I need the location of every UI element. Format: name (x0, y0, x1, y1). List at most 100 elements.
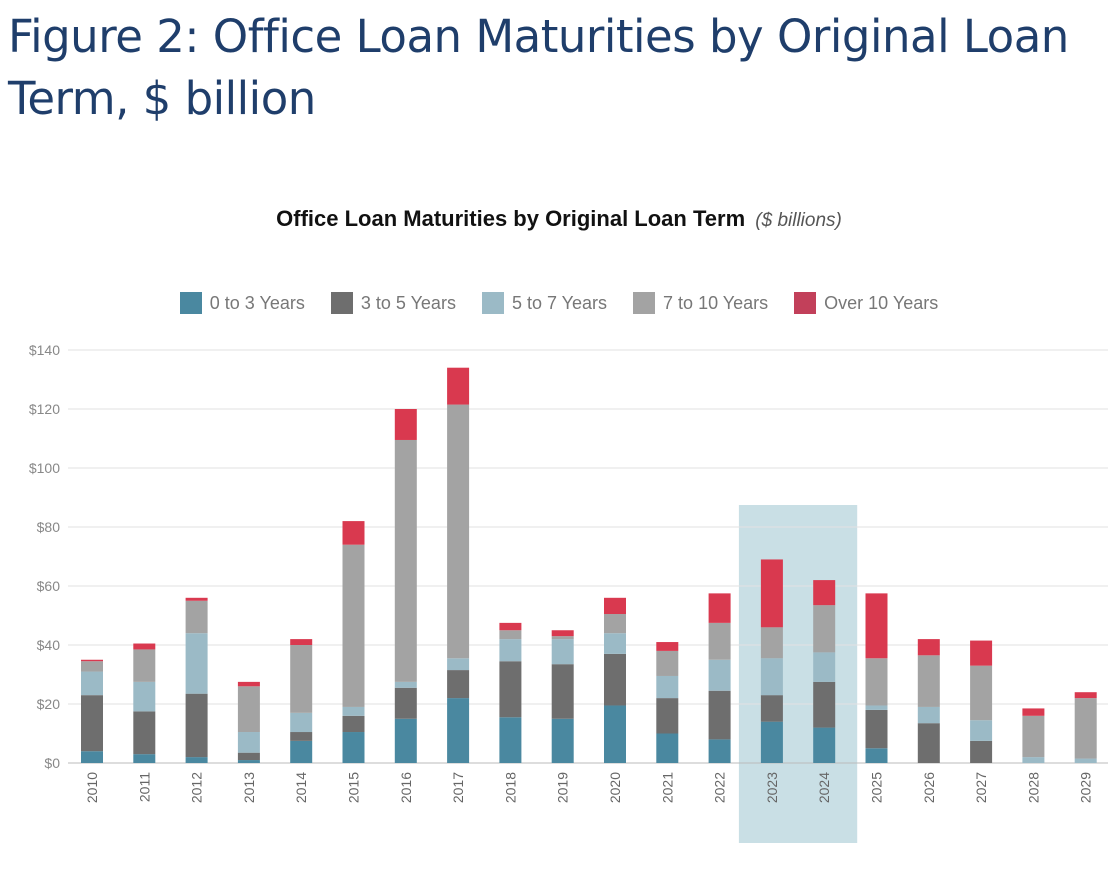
bar-segment-2014-3-to-5-years (290, 732, 313, 741)
bar-segment-2026-over-10-years (917, 639, 940, 656)
legend-item-over-10-years: Over 10 Years (794, 292, 938, 314)
legend-item-3-to-5-years: 3 to 5 Years (330, 292, 456, 314)
bar-segment-2018-3-to-5-years (499, 661, 522, 718)
bar-segment-2010-over-10-years (81, 659, 103, 662)
bar-segment-2013-7-to-10-years (237, 686, 260, 733)
legend-item-5-to-7-years: 5 to 7 Years (481, 292, 608, 314)
legend-swatch (330, 292, 353, 314)
bar-segment-2020-over-10-years (604, 597, 626, 615)
bar-segment-2027-5-to-7-years (970, 720, 993, 741)
bar-segment-2025-over-10-years (865, 593, 888, 659)
legend-label: 7 to 10 Years (663, 292, 769, 313)
bar-segment-2023-7-to-10-years (760, 627, 783, 659)
bar-segment-2011-5-to-7-years (133, 681, 156, 712)
bar-segment-2024-3-to-5-years (813, 681, 836, 728)
legend-item-7-to-10-years: 7 to 10 Years (633, 292, 768, 314)
legend-swatch (794, 292, 817, 314)
y-tick-label: $140 (29, 342, 60, 358)
x-tick-label: 2028 (1025, 772, 1041, 803)
x-tick-label: 2013 (241, 772, 257, 803)
x-tick-label: 2018 (502, 772, 518, 803)
legend-label: 3 to 5 Years (360, 292, 456, 313)
bar-segment-2010-0-to-3-years (81, 751, 103, 763)
x-tick-label: 2011 (136, 772, 152, 802)
x-tick-label: 2029 (1078, 772, 1094, 803)
bar-segment-2021-7-to-10-years (656, 650, 679, 676)
bar-segment-2011-3-to-5-years (133, 711, 156, 755)
bar-segment-2015-5-to-7-years (342, 706, 365, 716)
bar-segment-2020-5-to-7-years (604, 633, 626, 654)
bar-segment-2025-5-to-7-years (865, 705, 888, 710)
bar-segment-2028-over-10-years (1022, 708, 1045, 716)
bar-segment-2026-3-to-5-years (917, 723, 940, 763)
bar-segment-2028-5-to-7-years (1022, 757, 1045, 763)
bar-segment-2018-5-to-7-years (499, 639, 522, 662)
chart-title-main: Office Loan Maturities by Original Loan … (276, 206, 746, 231)
x-tick-label: 2027 (973, 772, 989, 803)
bar-segment-2018-7-to-10-years (499, 630, 522, 640)
bar-segment-2021-5-to-7-years (656, 675, 679, 699)
bar-segment-2025-3-to-5-years (865, 709, 888, 749)
bar-segment-2016-3-to-5-years (394, 687, 417, 719)
bar-segment-2012-7-to-10-years (185, 600, 208, 634)
legend-item-0-to-3-years: 0 to 3 Years (179, 292, 305, 314)
y-tick-label: $60 (37, 578, 61, 594)
bar-segment-2019-7-to-10-years (551, 636, 574, 640)
bar-segment-2014-5-to-7-years (290, 712, 313, 733)
legend-label: 5 to 7 Years (511, 292, 608, 313)
bar-segment-2027-over-10-years (970, 640, 993, 666)
bar-segment-2014-0-to-3-years (290, 740, 313, 763)
x-tick-label: 2010 (84, 772, 100, 803)
bar-segment-2026-5-to-7-years (917, 706, 940, 724)
bar-segment-2027-7-to-10-years (970, 665, 993, 721)
bar-segment-2023-3-to-5-years (760, 695, 783, 722)
x-tick-label: 2017 (450, 772, 466, 803)
x-tick-label: 2020 (607, 772, 623, 803)
bar-segment-2015-0-to-3-years (342, 732, 365, 763)
bar-segment-2010-3-to-5-years (81, 695, 103, 752)
bar-segment-2013-over-10-years (237, 681, 260, 687)
bar-segment-2011-0-to-3-years (133, 754, 156, 763)
bar-segment-2022-0-to-3-years (708, 739, 731, 763)
bar-segment-2012-over-10-years (185, 597, 208, 601)
bar-segment-2016-over-10-years (394, 409, 417, 440)
bar-segment-2019-3-to-5-years (551, 664, 574, 719)
bar-segment-2013-3-to-5-years (237, 752, 260, 761)
x-tick-label: 2015 (346, 772, 362, 803)
x-tick-label: 2024 (816, 772, 832, 803)
x-tick-label: 2023 (764, 772, 780, 803)
bar-segment-2029-7-to-10-years (1074, 698, 1097, 759)
bar-segment-2024-7-to-10-years (813, 605, 836, 653)
bar-segment-2014-7-to-10-years (290, 645, 313, 713)
y-tick-label: $20 (37, 696, 61, 712)
bar-segment-2025-0-to-3-years (865, 748, 888, 763)
bar-segment-2021-over-10-years (656, 642, 679, 651)
bar-segment-2020-0-to-3-years (604, 705, 626, 763)
bar-segment-2010-7-to-10-years (81, 661, 103, 672)
bar-segment-2019-over-10-years (551, 630, 574, 637)
chart-title: Office Loan Maturities by Original Loan … (0, 206, 1118, 232)
bar-segment-2017-over-10-years (447, 367, 470, 405)
bar-segment-2029-5-to-7-years (1074, 758, 1097, 763)
bar-segment-2011-7-to-10-years (133, 649, 156, 682)
bar-segment-2026-7-to-10-years (917, 655, 940, 707)
bar-segment-2020-7-to-10-years (604, 614, 626, 634)
chart-legend: 0 to 3 Years 3 to 5 Years 5 to 7 Years 7… (0, 292, 1118, 314)
x-tick-label: 2021 (659, 772, 675, 803)
x-tick-label: 2026 (921, 772, 937, 803)
highlight-band (738, 505, 858, 843)
y-tick-label: $120 (29, 401, 60, 417)
bar-segment-2025-7-to-10-years (865, 658, 888, 706)
bar-segment-2012-0-to-3-years (185, 757, 208, 763)
bar-segment-2011-over-10-years (133, 643, 156, 650)
bar-segment-2015-7-to-10-years (342, 544, 365, 707)
bar-segment-2023-5-to-7-years (760, 658, 783, 696)
bar-segment-2020-3-to-5-years (604, 653, 626, 706)
bar-segment-2024-5-to-7-years (813, 652, 836, 682)
x-tick-label: 2012 (189, 772, 205, 803)
bar-segment-2019-5-to-7-years (551, 639, 574, 665)
legend-label: 0 to 3 Years (209, 292, 305, 313)
chart-title-units: ($ billions) (755, 210, 842, 231)
bar-segment-2027-3-to-5-years (970, 740, 993, 763)
